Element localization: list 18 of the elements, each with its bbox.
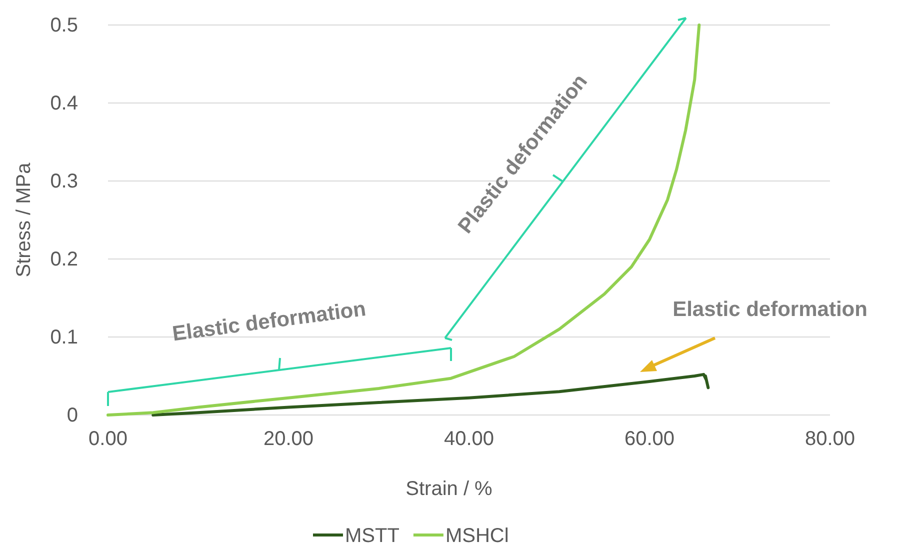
x-tick-label: 20.00 — [263, 428, 314, 450]
y-tick-label: 0 — [66, 404, 78, 426]
x-tick-label: 40.00 — [444, 428, 494, 450]
line-series — [152, 372, 710, 416]
x-tick-label: 0.00 — [88, 428, 128, 450]
y-tick-label: 0.2 — [50, 248, 78, 270]
legend-label: MSHCl — [445, 525, 509, 547]
y-axis-title: Stress / MPa — [13, 162, 35, 278]
y-tick-label: 0.3 — [50, 170, 78, 192]
annotation: Elastic deformation — [672, 298, 868, 321]
y-tick-label: 0.1 — [50, 326, 78, 348]
x-tick-label: 80.00 — [804, 428, 856, 450]
legend-label: MSTT — [345, 525, 400, 547]
y-tick-label: 0.4 — [50, 92, 78, 114]
x-tick-label: 60.00 — [624, 428, 675, 450]
annotation: Elastic deformation — [171, 297, 368, 346]
x-axis-title: Strain / % — [406, 478, 493, 500]
y-tick-label: 0.5 — [50, 14, 78, 36]
